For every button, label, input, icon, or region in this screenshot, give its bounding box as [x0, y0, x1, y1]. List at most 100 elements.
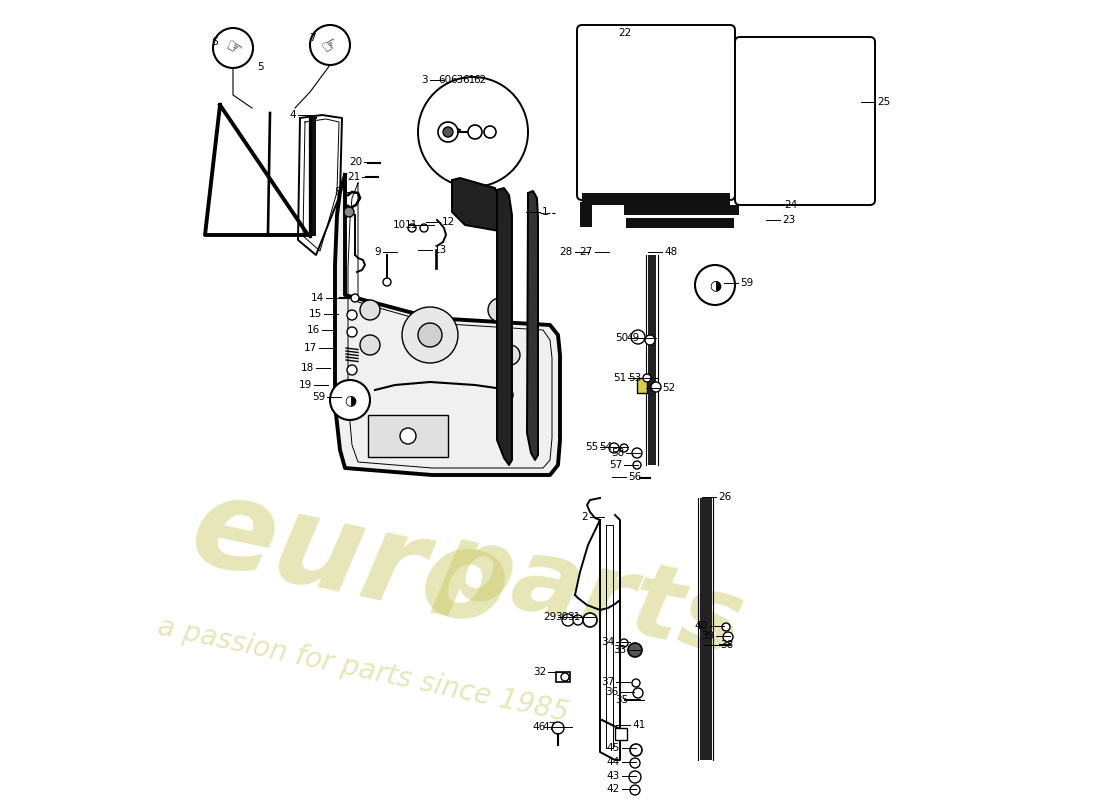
Circle shape [418, 323, 442, 347]
Text: 53: 53 [628, 373, 641, 383]
Circle shape [620, 639, 628, 647]
Text: 9: 9 [374, 247, 381, 257]
Text: 43: 43 [607, 771, 620, 781]
Text: 11: 11 [405, 220, 418, 230]
Text: 56: 56 [628, 472, 641, 482]
Text: parts: parts [430, 514, 752, 677]
Text: 13: 13 [434, 245, 448, 255]
Circle shape [310, 25, 350, 65]
Circle shape [723, 632, 733, 642]
Circle shape [418, 77, 528, 187]
Text: 1: 1 [542, 207, 549, 217]
Text: 19: 19 [299, 380, 312, 390]
Circle shape [573, 615, 583, 625]
Text: 57: 57 [608, 460, 622, 470]
Text: 27: 27 [580, 247, 593, 257]
Text: 6: 6 [211, 37, 218, 47]
Circle shape [562, 614, 574, 626]
Circle shape [583, 613, 597, 627]
Polygon shape [298, 115, 342, 255]
Polygon shape [336, 175, 560, 475]
Circle shape [346, 310, 358, 320]
Text: 59: 59 [740, 278, 754, 288]
Circle shape [632, 679, 640, 687]
Text: 26: 26 [718, 492, 732, 502]
Text: euro: euro [180, 467, 519, 653]
Polygon shape [205, 105, 308, 235]
Bar [556, 672, 570, 682]
Bar [624, 205, 739, 215]
Text: 8: 8 [334, 187, 341, 197]
Circle shape [360, 300, 379, 320]
Text: ☞: ☞ [319, 33, 341, 57]
Circle shape [645, 335, 654, 345]
Text: 38: 38 [720, 640, 734, 650]
Text: 12: 12 [442, 217, 455, 227]
Circle shape [629, 771, 641, 783]
Text: 5: 5 [256, 62, 263, 72]
Circle shape [468, 125, 482, 139]
Text: ◑: ◑ [344, 393, 356, 407]
Circle shape [630, 744, 642, 756]
Circle shape [346, 327, 358, 337]
Text: 31: 31 [566, 612, 580, 622]
Text: 54: 54 [598, 442, 612, 452]
Text: 25: 25 [877, 97, 890, 107]
Text: 18: 18 [300, 363, 313, 373]
Circle shape [497, 387, 513, 403]
Text: 17: 17 [304, 343, 317, 353]
Text: 30: 30 [554, 612, 568, 622]
Circle shape [644, 374, 651, 382]
Text: a passion for parts since 1985: a passion for parts since 1985 [155, 613, 571, 727]
Circle shape [360, 335, 379, 355]
Circle shape [330, 380, 370, 420]
Text: 58: 58 [610, 448, 624, 458]
Polygon shape [452, 178, 507, 232]
Text: 34: 34 [601, 637, 614, 647]
Bar [580, 202, 592, 227]
Text: 51: 51 [613, 373, 626, 383]
Circle shape [438, 122, 458, 142]
Circle shape [695, 265, 735, 305]
Text: 46: 46 [532, 722, 546, 732]
Circle shape [561, 673, 569, 681]
Text: 32: 32 [532, 667, 546, 677]
Circle shape [628, 643, 642, 657]
FancyBboxPatch shape [735, 37, 874, 205]
Text: ☞: ☞ [221, 36, 244, 60]
Circle shape [351, 294, 359, 302]
Circle shape [443, 127, 453, 137]
Circle shape [620, 444, 628, 452]
Text: 29: 29 [542, 612, 556, 622]
Text: 24: 24 [784, 200, 798, 210]
Text: ◑: ◑ [708, 278, 722, 292]
Bar [700, 498, 712, 760]
Text: 35: 35 [615, 695, 628, 705]
Text: 52: 52 [662, 383, 675, 393]
Text: 45: 45 [607, 743, 620, 753]
Text: 42: 42 [607, 784, 620, 794]
Text: 44: 44 [607, 757, 620, 767]
Circle shape [722, 623, 730, 631]
Circle shape [651, 382, 661, 392]
Circle shape [400, 428, 416, 444]
Text: 41: 41 [632, 720, 646, 730]
Text: 4: 4 [289, 110, 296, 120]
Circle shape [408, 224, 416, 232]
Text: 40: 40 [695, 621, 708, 631]
Circle shape [420, 224, 428, 232]
Text: 59: 59 [311, 392, 324, 402]
Circle shape [346, 365, 358, 375]
Circle shape [484, 126, 496, 138]
Text: 22: 22 [618, 28, 631, 38]
Text: 33: 33 [613, 645, 626, 655]
Circle shape [552, 722, 564, 734]
Text: 16: 16 [307, 325, 320, 335]
Text: 15: 15 [309, 309, 322, 319]
Text: 36: 36 [605, 687, 618, 697]
Circle shape [630, 785, 640, 795]
Polygon shape [497, 188, 512, 465]
Bar [626, 218, 734, 228]
Text: 23: 23 [782, 215, 795, 225]
Circle shape [344, 207, 354, 217]
